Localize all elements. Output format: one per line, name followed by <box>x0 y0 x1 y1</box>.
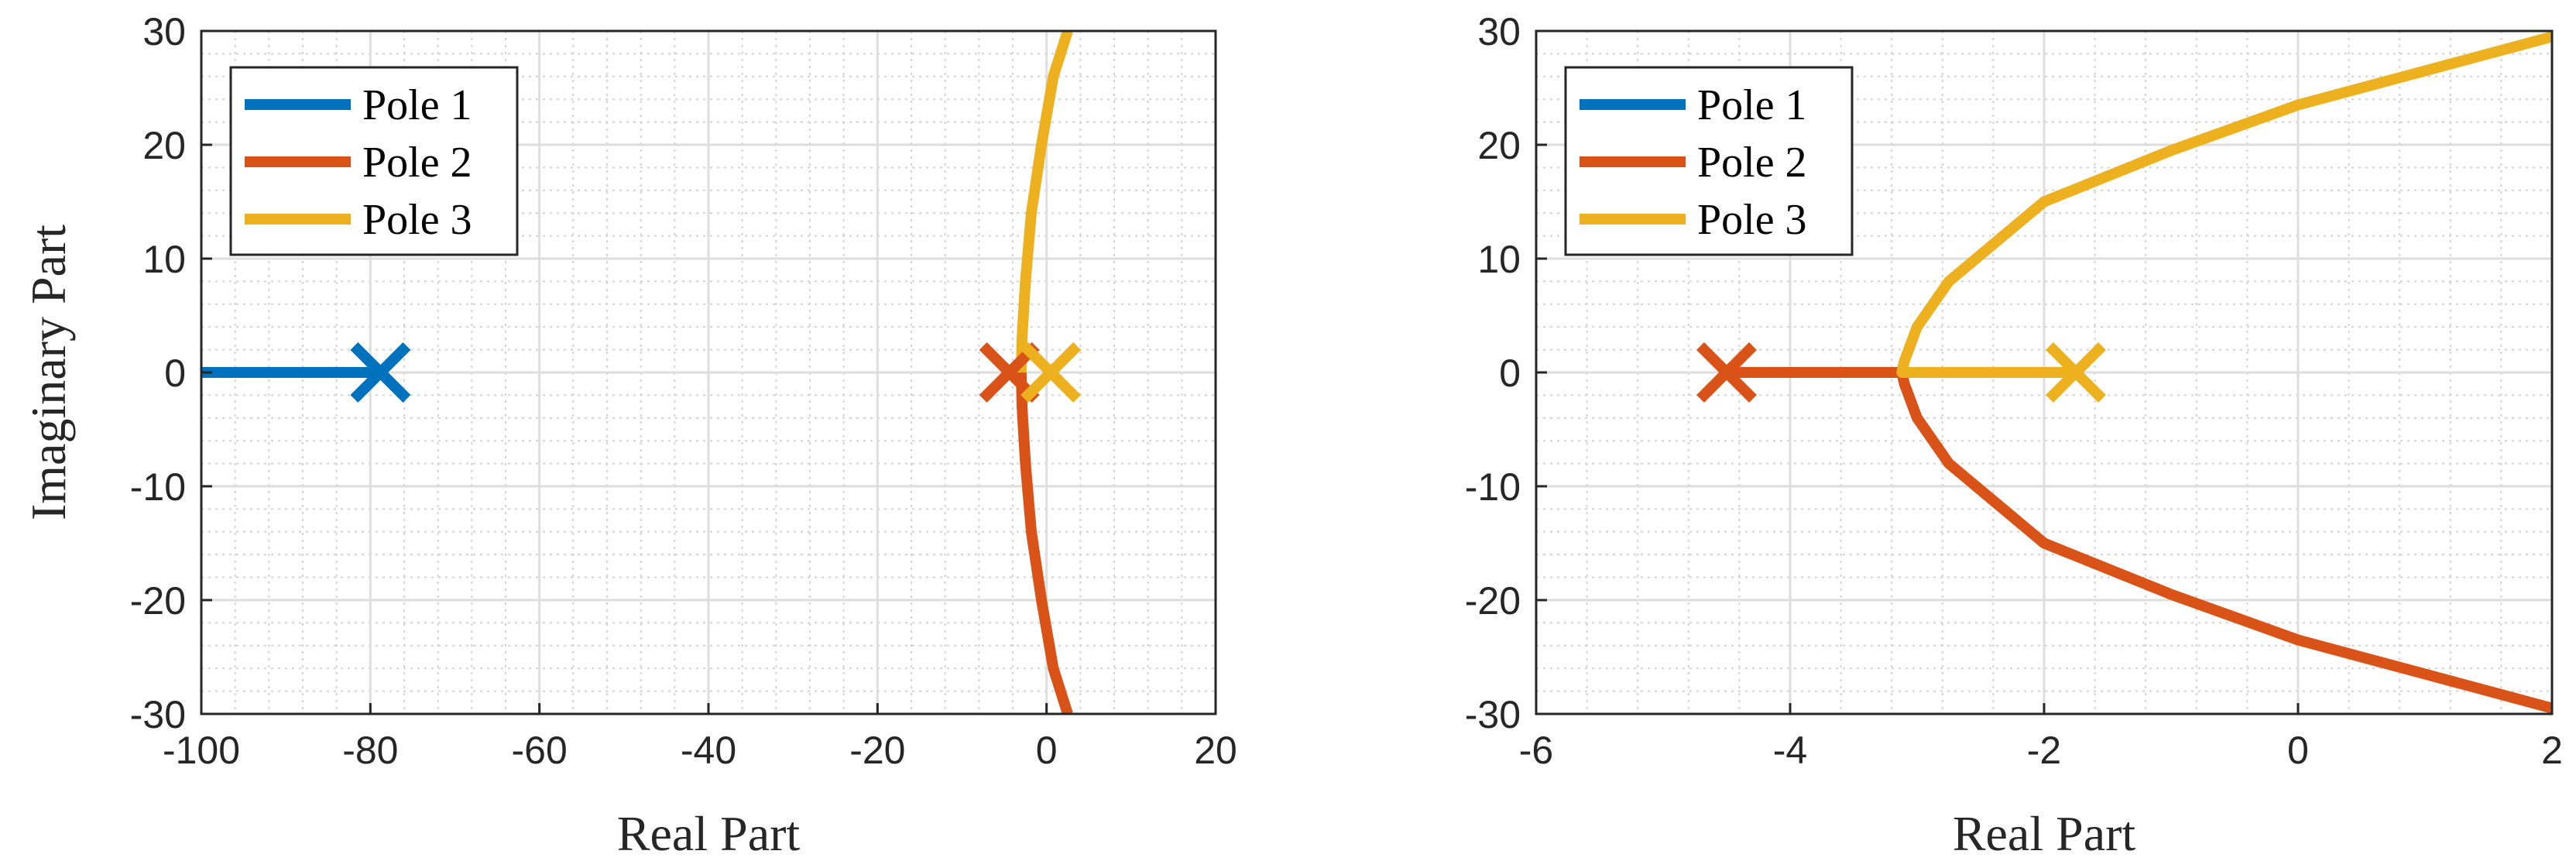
x-tick-label: -20 <box>849 729 905 772</box>
legend-label-pole-2: Pole 2 <box>362 139 472 187</box>
x-tick-label: -60 <box>512 729 568 772</box>
y-axis-label: Imaginary Part <box>21 225 76 520</box>
x-tick-label: 0 <box>2287 729 2309 772</box>
series-group <box>201 31 1073 714</box>
legend-label-pole-2: Pole 2 <box>1697 139 1807 187</box>
series-line-pole-2 <box>1015 372 1073 714</box>
x-tick-label: -2 <box>2027 729 2061 772</box>
legend-label-pole-3: Pole 3 <box>362 196 472 244</box>
chart-1: -100 -80 -60 -40 -20 0 20-30-20-100102030Real … <box>21 10 1237 861</box>
series-line-pole-3 <box>1896 31 2552 378</box>
y-tick-label: -10 <box>1465 465 1521 509</box>
y-tick-label: 0 <box>1499 352 1521 395</box>
y-tick-label: -20 <box>130 579 186 623</box>
start-marker-pole-3 <box>1020 342 1082 403</box>
x-tick-label: -100 <box>163 729 240 772</box>
legend-label-pole-3: Pole 3 <box>1697 196 1807 244</box>
series-line-pole-3 <box>1015 31 1073 373</box>
y-tick-label: -10 <box>130 465 186 509</box>
legend: Pole 1 Pole 2 Pole 3 <box>229 66 519 256</box>
x-tick-label: 2 <box>2541 729 2563 772</box>
legend: Pole 1 Pole 2 Pole 3 <box>1564 66 1854 256</box>
y-tick-label: -30 <box>1465 693 1521 736</box>
legend-label-pole-1: Pole 1 <box>362 81 472 129</box>
x-tick-label: -6 <box>1519 729 1553 772</box>
y-tick-label: 30 <box>142 10 186 53</box>
y-tick-label: 20 <box>142 124 186 167</box>
x-tick-label: -80 <box>342 729 398 772</box>
x-axis-label: Real Part <box>617 806 801 861</box>
x-tick-label: -4 <box>1773 729 1807 772</box>
y-tick-label: -30 <box>130 693 186 736</box>
x-tick-label: 20 <box>1194 729 1237 772</box>
y-tick-label: 20 <box>1477 124 1521 167</box>
x-axis-label: Real Part <box>1953 806 2136 861</box>
y-tick-label: 30 <box>1477 10 1521 53</box>
series-line-pole-2 <box>1727 367 2552 714</box>
series-group <box>1727 31 2552 714</box>
y-tick-label: 10 <box>1477 238 1521 281</box>
y-tick-label: 0 <box>164 352 186 395</box>
y-tick-label: -20 <box>1465 579 1521 623</box>
x-tick-label: 0 <box>1036 729 1058 772</box>
y-tick-label: 10 <box>142 238 186 281</box>
start-marker-pole-2 <box>1696 342 1757 403</box>
start-marker-pole-1 <box>350 342 411 403</box>
start-marker-pole-3 <box>2046 342 2106 403</box>
legend-label-pole-1: Pole 1 <box>1697 81 1807 129</box>
x-tick-label: -40 <box>681 729 736 772</box>
